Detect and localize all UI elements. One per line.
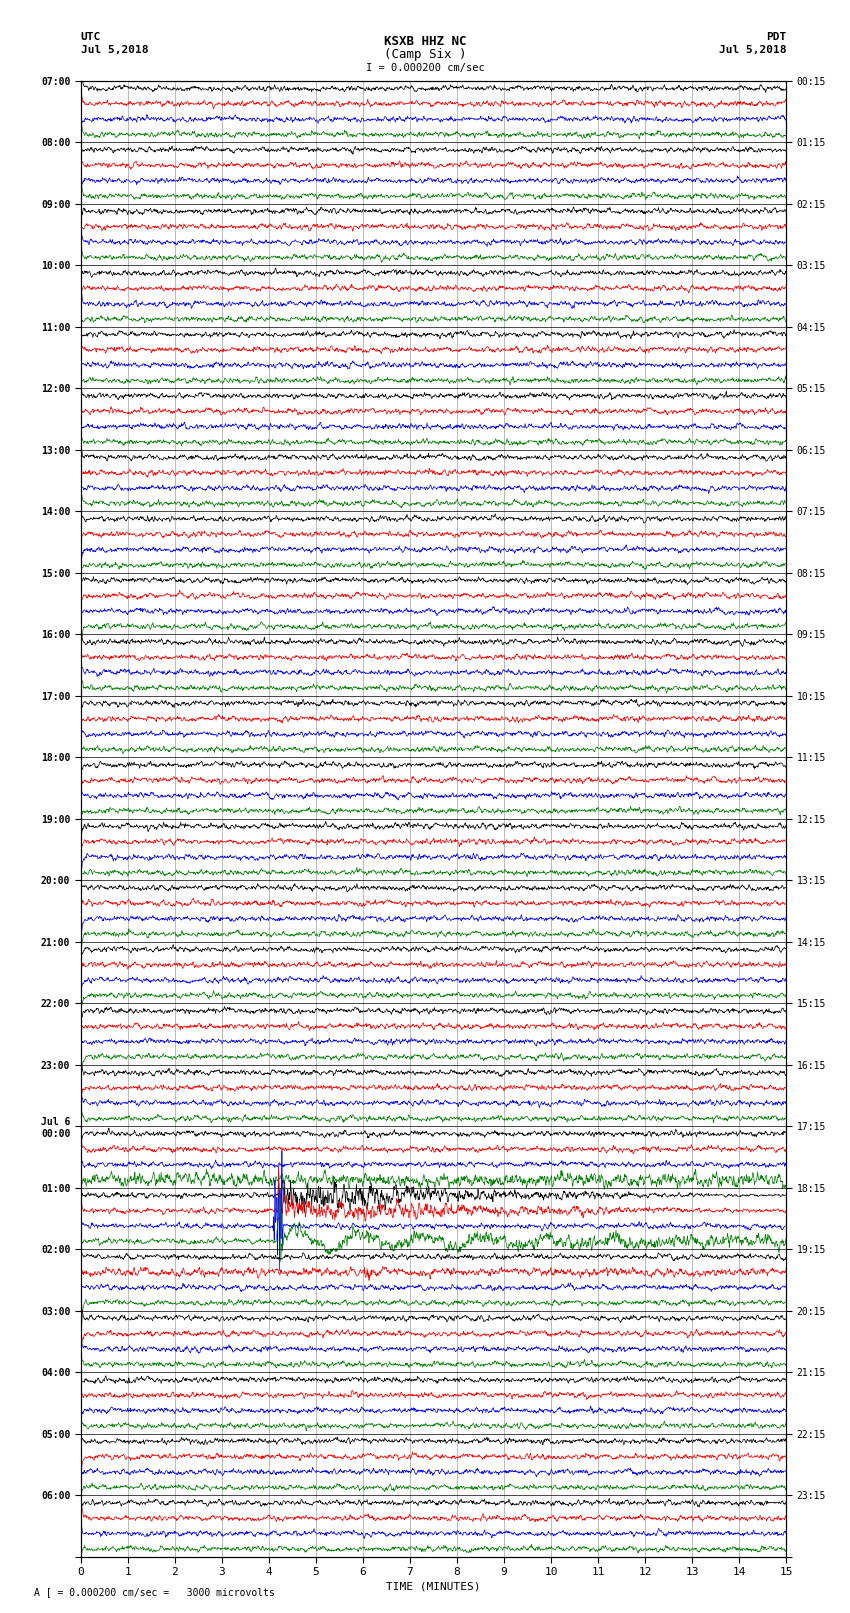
Text: PDT: PDT <box>766 32 786 42</box>
Text: Jul 5,2018: Jul 5,2018 <box>719 45 786 55</box>
Text: UTC: UTC <box>81 32 101 42</box>
Text: I = 0.000200 cm/sec: I = 0.000200 cm/sec <box>366 63 484 73</box>
Text: (Camp Six ): (Camp Six ) <box>383 48 467 61</box>
Text: Jul 5,2018: Jul 5,2018 <box>81 45 148 55</box>
Text: KSXB HHZ NC: KSXB HHZ NC <box>383 35 467 48</box>
X-axis label: TIME (MINUTES): TIME (MINUTES) <box>386 1581 481 1590</box>
Text: A [ = 0.000200 cm/sec =   3000 microvolts: A [ = 0.000200 cm/sec = 3000 microvolts <box>34 1587 275 1597</box>
